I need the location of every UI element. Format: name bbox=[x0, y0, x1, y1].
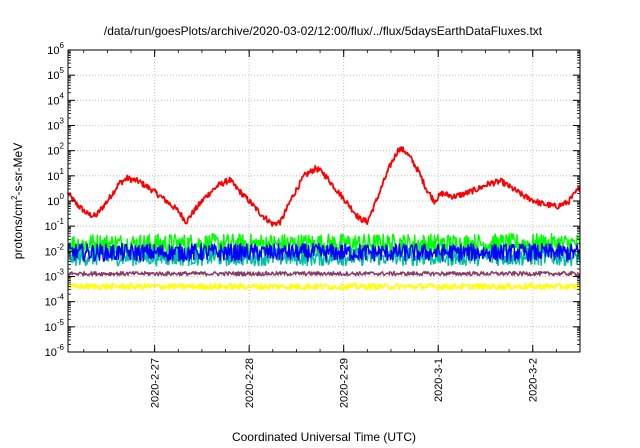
x-tick-label: 2020-3-1 bbox=[433, 358, 445, 402]
y-tick-label: 10-4 bbox=[45, 293, 65, 309]
y-tick-label: 104 bbox=[47, 91, 64, 107]
x-axis-tick-labels: 2020-2-27 2020-2-28 2020-2-29 2020-3-1 2020-… bbox=[150, 358, 540, 408]
y-tick-exponent: 3 bbox=[60, 117, 65, 126]
x-axis-label: Coordinated Universal Time (UTC) bbox=[232, 430, 416, 444]
y-tick-exponent: 0 bbox=[60, 192, 65, 201]
y-tick-base: 10 bbox=[45, 322, 57, 334]
y-tick-exponent: 2 bbox=[60, 142, 65, 151]
y-tick-base: 10 bbox=[47, 95, 59, 107]
y-tick-label: 105 bbox=[47, 66, 64, 82]
y-tick-label: 10-1 bbox=[45, 217, 65, 233]
y-tick-exponent: -5 bbox=[57, 318, 65, 327]
y-tick-label: 106 bbox=[47, 41, 64, 57]
y-tick-label: 100 bbox=[47, 192, 64, 208]
y-tick-base: 10 bbox=[47, 146, 59, 158]
y-tick-base: 10 bbox=[47, 70, 59, 82]
y-tick-base: 10 bbox=[45, 221, 57, 233]
y-tick-exponent: 1 bbox=[60, 167, 65, 176]
chart-title: /data/run/goesPlots/archive/2020-03-02/1… bbox=[104, 24, 543, 38]
series-line-1 bbox=[67, 146, 581, 227]
y-axis-label-units: -s-sr-MeV bbox=[11, 143, 25, 196]
y-tick-label: 10-6 bbox=[45, 343, 65, 359]
x-tick-label: 2020-2-27 bbox=[150, 358, 162, 408]
y-tick-exponent: -3 bbox=[57, 268, 65, 277]
y-tick-label: 102 bbox=[47, 142, 64, 158]
series-line-2 bbox=[67, 232, 581, 255]
y-axis-label-superscript: 2 bbox=[10, 195, 19, 200]
y-tick-base: 10 bbox=[45, 272, 57, 284]
y-tick-base: 10 bbox=[47, 196, 59, 208]
y-tick-base: 10 bbox=[47, 171, 59, 183]
y-tick-base: 10 bbox=[45, 347, 57, 359]
x-tick-label: 2020-2-29 bbox=[339, 358, 351, 408]
x-tick-label: 2020-3-2 bbox=[528, 358, 540, 402]
y-axis-label: protons/cm2-s-sr-MeV bbox=[10, 143, 25, 259]
y-tick-exponent: 5 bbox=[60, 66, 65, 75]
y-tick-label: 10-3 bbox=[45, 268, 65, 284]
plot-area bbox=[67, 146, 581, 291]
y-tick-label: 103 bbox=[47, 117, 64, 133]
y-tick-exponent: -6 bbox=[57, 343, 65, 352]
y-tick-base: 10 bbox=[45, 297, 57, 309]
y-tick-label: 10-2 bbox=[45, 242, 65, 258]
y-tick-base: 10 bbox=[47, 121, 59, 133]
y-axis-tick-labels: 10-610-510-410-310-210-11001011021031041… bbox=[45, 41, 65, 359]
y-tick-exponent: -1 bbox=[57, 217, 65, 226]
y-tick-label: 101 bbox=[47, 167, 64, 183]
series-line-4 bbox=[67, 242, 581, 262]
y-tick-base: 10 bbox=[47, 45, 59, 57]
y-tick-label: 10-5 bbox=[45, 318, 65, 334]
y-tick-exponent: 4 bbox=[60, 91, 65, 100]
y-tick-base: 10 bbox=[45, 246, 57, 258]
x-tick-label: 2020-2-28 bbox=[244, 358, 256, 408]
y-tick-exponent: 6 bbox=[60, 41, 65, 50]
series-line-6 bbox=[67, 282, 581, 291]
y-axis-label-main: protons/cm bbox=[11, 200, 25, 259]
y-tick-exponent: -4 bbox=[57, 293, 65, 302]
series-line-5 bbox=[67, 270, 581, 277]
y-tick-exponent: -2 bbox=[57, 242, 65, 251]
axis-ticks bbox=[68, 49, 580, 353]
